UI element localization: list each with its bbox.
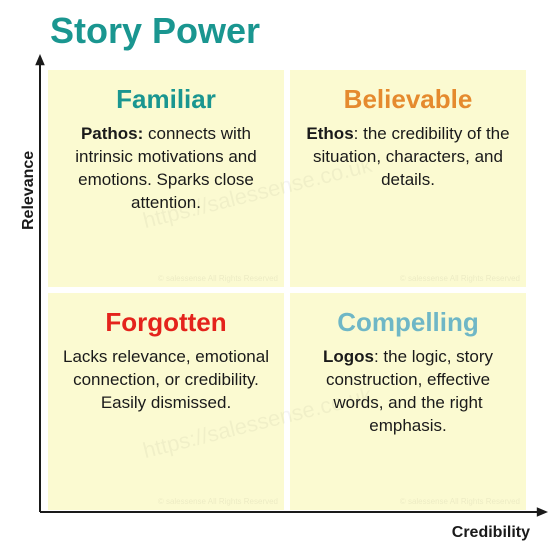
quadrant-title: Familiar bbox=[116, 84, 216, 115]
quadrant-body: Ethos: the credibility of the situation,… bbox=[302, 123, 514, 192]
quadrant-title: Believable bbox=[344, 84, 473, 115]
quadrant-title: Forgotten bbox=[105, 307, 226, 338]
quadrant: Believable Ethos: the credibility of the … bbox=[290, 70, 526, 287]
y-axis-label: Relevance bbox=[20, 151, 38, 230]
copyright-text: © salessense All Rights Reserved bbox=[158, 497, 278, 506]
quadrant-body-strong: Pathos: bbox=[81, 124, 143, 143]
quadrant: Familiar Pathos: connects with intrinsic … bbox=[48, 70, 284, 287]
x-axis-label: Credibility bbox=[452, 524, 530, 542]
copyright-text: © salessense All Rights Reserved bbox=[400, 274, 520, 283]
quadrant-body: Pathos: connects with intrinsic motivati… bbox=[60, 123, 272, 215]
quadrant: Forgotten Lacks relevance, emotional conn… bbox=[48, 293, 284, 510]
quadrant-body: Logos: the logic, story construction, ef… bbox=[302, 346, 514, 438]
quadrant: Compelling Logos: the logic, story constr… bbox=[290, 293, 526, 510]
quadrant-title: Compelling bbox=[337, 307, 479, 338]
quadrant-grid: Familiar Pathos: connects with intrinsic … bbox=[48, 70, 526, 510]
quadrant-body-strong: Logos bbox=[323, 347, 374, 366]
quadrant-body-strong: Ethos bbox=[306, 124, 353, 143]
quadrant-body: Lacks relevance, emotional connection, o… bbox=[60, 346, 272, 415]
page-title: Story Power bbox=[50, 10, 260, 52]
copyright-text: © salessense All Rights Reserved bbox=[400, 497, 520, 506]
copyright-text: © salessense All Rights Reserved bbox=[158, 274, 278, 283]
quadrant-body-text: Lacks relevance, emotional connection, o… bbox=[63, 347, 269, 412]
